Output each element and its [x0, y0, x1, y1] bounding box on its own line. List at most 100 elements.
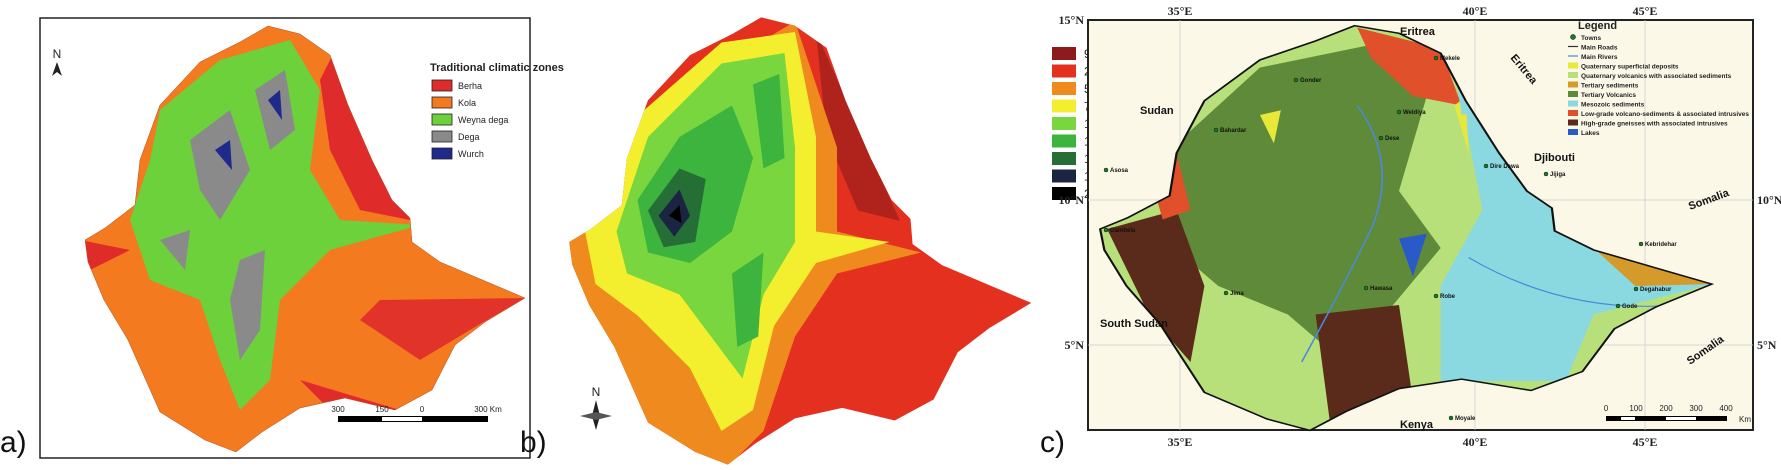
legend-swatch — [1568, 129, 1578, 135]
town-label: Robe — [1440, 294, 1456, 300]
legend-label: Main Roads — [1581, 45, 1618, 52]
town-marker — [1433, 55, 1439, 61]
legend-swatch — [1052, 82, 1076, 95]
legend-label: Quaternary volcanics with associated sed… — [1581, 73, 1732, 80]
legend-swatch — [1568, 81, 1578, 88]
panel-c: Eritrea Eritrea Sudan Djibouti Somalia S… — [1040, 4, 1781, 459]
svg-text:5°N: 5°N — [1065, 338, 1085, 352]
svg-text:35°E: 35°E — [1168, 435, 1193, 449]
legend-swatch — [1052, 99, 1076, 113]
svg-text:0: 0 — [420, 405, 425, 414]
scale-label: 200 — [1659, 404, 1673, 413]
legend-swatch — [431, 79, 453, 92]
town-label: Jijiga — [1550, 172, 1566, 178]
legend-label: Kola — [458, 98, 476, 108]
town-marker — [1433, 293, 1439, 299]
town-labels: Gonder Bahardar Weldiya Dese Mekele Gambela Di… — [1103, 55, 1677, 422]
legend-swatch — [1052, 117, 1076, 130]
town-label: Moyale — [1455, 416, 1476, 422]
legend-swatch — [1568, 91, 1578, 97]
town-marker — [1633, 286, 1639, 292]
legend-label: Tertiary Volcanics — [1581, 92, 1636, 99]
legend-swatch — [431, 130, 453, 143]
town-label: Degahabur — [1640, 287, 1672, 293]
legend-label: Tertiary sediments — [1581, 83, 1639, 90]
town-marker — [1448, 415, 1454, 421]
town-label: Hawasa — [1370, 286, 1393, 292]
legend-swatch — [1568, 119, 1578, 126]
legend-label: Low-grade volcano-sediments & associated… — [1581, 111, 1749, 118]
legend-swatch — [1052, 47, 1076, 60]
town-marker — [1213, 127, 1219, 133]
svg-text:Sudan: Sudan — [1140, 105, 1174, 117]
town-marker — [1103, 167, 1109, 173]
town-marker — [1543, 171, 1549, 177]
svg-text:35°E: 35°E — [1168, 4, 1193, 18]
legend-a: Traditional climatic zones Berha Kola Weyn… — [430, 62, 564, 160]
elevation-map — [569, 17, 1032, 465]
scale-label: 100 — [1629, 404, 1643, 413]
legend-label: Lakes — [1581, 130, 1600, 137]
panel-label-a: a) — [0, 426, 27, 459]
legend-label: Towns — [1581, 35, 1601, 42]
svg-text:South Sudan: South Sudan — [1100, 318, 1168, 330]
lat-ticks: 15°N 10°N 5°N 10°N 5°N — [1059, 13, 1781, 352]
town-label: Mekele — [1440, 56, 1461, 62]
legend-swatch — [1052, 64, 1076, 78]
svg-text:N: N — [592, 385, 601, 399]
scale-label: 0 — [1604, 404, 1609, 413]
scale-bar-c: 0 100 200 300 400 Km — [1604, 404, 1752, 424]
svg-text:40°E: 40°E — [1463, 4, 1488, 18]
legend-swatch — [431, 113, 453, 126]
legend-swatch — [1568, 72, 1578, 78]
town-marker — [1638, 241, 1644, 247]
legend-swatch — [1568, 100, 1578, 107]
svg-text:40°E: 40°E — [1463, 435, 1488, 449]
svg-text:15°N: 15°N — [1059, 13, 1085, 27]
town-label: Bahardar — [1220, 128, 1247, 134]
legend-swatch — [1052, 134, 1076, 148]
scale-label: 300 — [1689, 404, 1703, 413]
svg-text:300 Km: 300 Km — [474, 405, 502, 414]
north-arrow: N — [580, 385, 612, 430]
scale-label: 400 — [1719, 404, 1733, 413]
svg-text:10°N: 10°N — [1059, 193, 1085, 207]
legend-swatch — [1568, 62, 1578, 69]
scale-bar-a: 300 150 0 300 Km — [331, 405, 502, 422]
svg-text:Eritrea: Eritrea — [1400, 26, 1436, 38]
legend-label: Mesozoic sediments — [1581, 102, 1645, 109]
legend-title: Traditional climatic zones — [430, 62, 564, 74]
map-frame — [39, 17, 531, 459]
legend-swatch — [1052, 152, 1076, 165]
legend-swatch — [1052, 187, 1076, 200]
town-label: Gambela — [1110, 228, 1136, 234]
svg-text:45°E: 45°E — [1633, 435, 1658, 449]
legend-label: Main Rivers — [1581, 54, 1618, 61]
svg-text:5°N: 5°N — [1757, 338, 1777, 352]
legend-swatch — [1570, 34, 1576, 40]
town-marker — [1293, 77, 1299, 83]
svg-text:Km: Km — [1739, 415, 1751, 424]
town-label: Dese — [1385, 136, 1400, 142]
svg-text:150: 150 — [375, 405, 389, 414]
legend-label: Quaternary superficial deposits — [1581, 64, 1679, 71]
town-label: Jima — [1230, 291, 1244, 297]
panel-a: N Traditional climatic zones Berha Kola We… — [0, 17, 564, 459]
town-label: Kebridehar — [1645, 242, 1677, 248]
svg-text:300: 300 — [331, 405, 345, 414]
panel-b: N 94 - 250251 - 500501 - 750751 - 1,0001… — [520, 17, 1155, 465]
town-label: Gode — [1622, 304, 1638, 310]
north-arrow: N — [52, 47, 62, 76]
panel-label-b: b) — [520, 426, 547, 459]
legend-label: Wurch — [458, 149, 484, 159]
town-marker — [1363, 285, 1369, 291]
legend-title: Legend — [1578, 20, 1617, 32]
svg-text:N: N — [53, 47, 62, 61]
lon-ticks: 35°E 40°E 45°E 35°E 40°E 45°E — [1168, 4, 1658, 449]
legend-swatch — [1568, 110, 1578, 116]
legend-swatch — [431, 147, 453, 160]
legend-label: Weyna dega — [458, 115, 508, 125]
town-marker — [1223, 290, 1229, 296]
town-label: Weldiya — [1403, 110, 1426, 116]
